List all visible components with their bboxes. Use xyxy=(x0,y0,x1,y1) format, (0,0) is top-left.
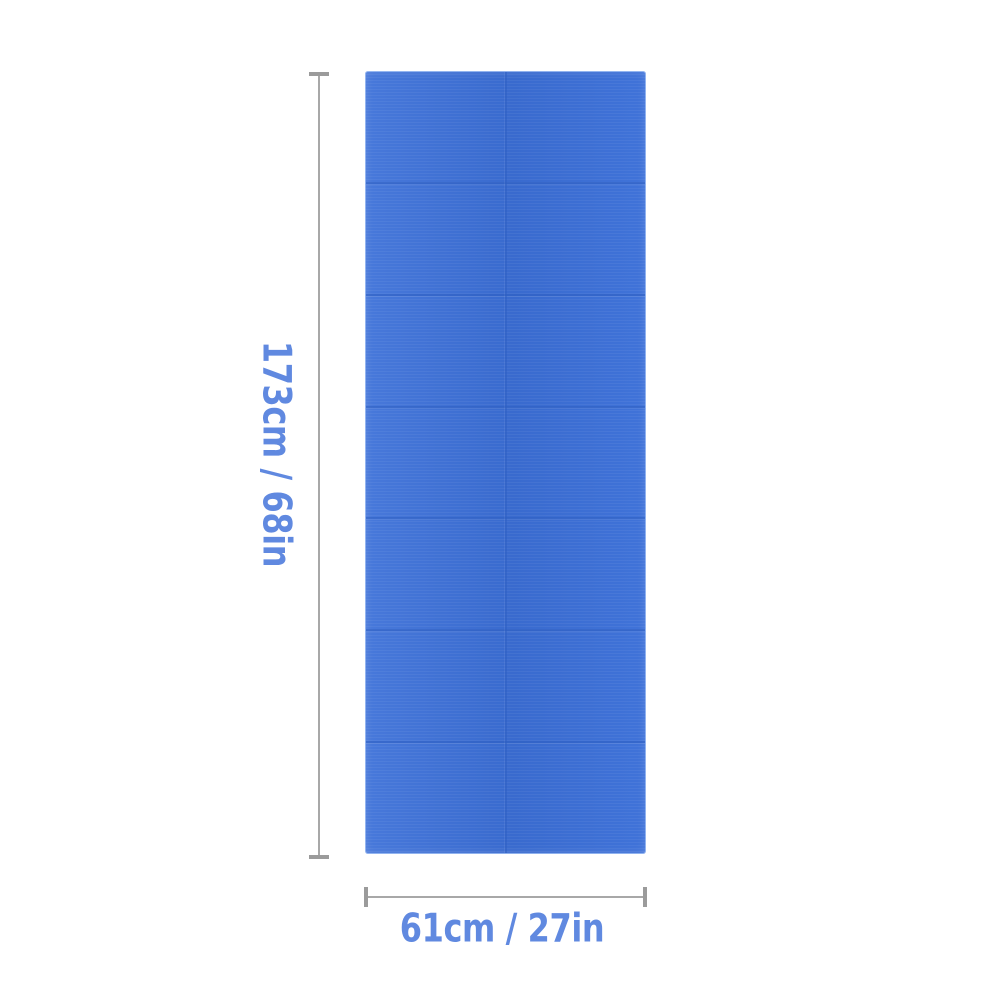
fold-line-vertical xyxy=(504,72,507,853)
fold-line-horizontal xyxy=(366,517,645,520)
fold-line-horizontal xyxy=(366,181,645,184)
fold-line-horizontal xyxy=(366,741,645,744)
width-dimension-label: 61cm / 27in xyxy=(399,906,605,952)
yoga-mat xyxy=(365,71,646,854)
height-dimension-line xyxy=(309,72,329,859)
fold-line-horizontal xyxy=(366,629,645,632)
fold-line-horizontal xyxy=(366,293,645,296)
fold-line-horizontal xyxy=(366,405,645,408)
height-dimension-label: 173cm / 68in xyxy=(253,340,299,568)
width-dimension-line xyxy=(364,887,647,907)
